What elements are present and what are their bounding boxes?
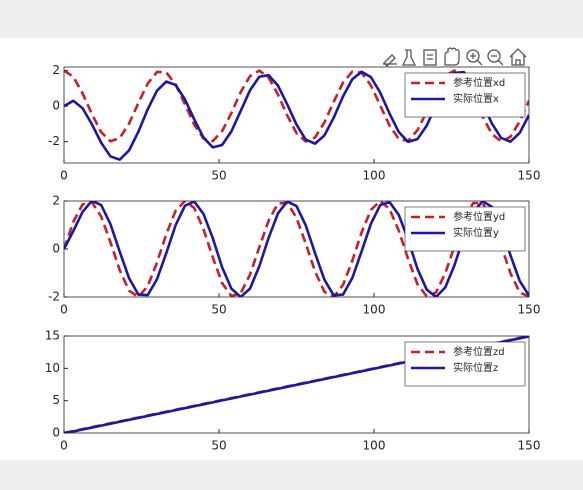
axes: 0 50 100 150 -2 0 2 参考位置xd 实际位置x: [48, 63, 540, 182]
y-tick-label: -2: [48, 134, 60, 148]
home-tool[interactable]: [509, 48, 527, 66]
legend-label: 参考位置yd: [453, 210, 505, 223]
x-tick-label: 100: [363, 169, 386, 183]
y-tick-label: 0: [52, 99, 60, 113]
x-tick-label: 150: [518, 303, 541, 317]
axes-box: [63, 66, 530, 164]
brush-tool[interactable]: [383, 54, 397, 67]
legend: 参考位置yd 实际位置y: [404, 206, 526, 252]
x-tick-label: 0: [60, 439, 68, 453]
y-tick-label: 0: [52, 242, 60, 256]
legend-tool[interactable]: [423, 49, 437, 66]
x-tick-label: 150: [518, 439, 541, 453]
top-band: [0, 0, 583, 38]
data-tip-tool[interactable]: [401, 49, 417, 66]
axes: 0 50 100 150 0 5 10 15 参考位置zd 实际位置z: [45, 329, 541, 453]
axes-box: [63, 200, 530, 298]
series-line: [64, 201, 529, 297]
bottom-band: [0, 460, 583, 490]
legend: 参考位置xd 实际位置x: [404, 72, 526, 118]
legend-label: 实际位置x: [453, 92, 499, 105]
x-tick-label: 50: [211, 439, 226, 453]
x-tick-label: 50: [211, 169, 226, 183]
y-tick-label: 2: [52, 63, 60, 77]
legend-box: [404, 72, 526, 118]
y-tick-label: -2: [48, 290, 60, 304]
legend-label: 参考位置xd: [453, 76, 505, 89]
zoom-out-tool[interactable]: [487, 49, 504, 66]
legend: 参考位置zd 实际位置z: [404, 341, 526, 387]
x-tick-label: 100: [363, 303, 386, 317]
pan-tool[interactable]: [444, 47, 460, 66]
x-tick-label: 50: [211, 303, 226, 317]
axes-box: [63, 335, 530, 434]
y-tick-label: 2: [52, 194, 60, 208]
y-tick-label: 15: [45, 329, 60, 343]
legend-box: [404, 341, 526, 387]
x-tick-label: 100: [363, 439, 386, 453]
x-tick-label: 150: [518, 169, 541, 183]
legend-label: 实际位置y: [453, 226, 499, 239]
y-tick-label: 0: [52, 426, 60, 440]
series-line: [64, 201, 529, 297]
zoom-in-tool[interactable]: [466, 49, 483, 66]
legend-box: [404, 206, 526, 252]
series-line: [64, 69, 529, 143]
axes-toolbar: [383, 47, 527, 67]
legend-label: 实际位置z: [453, 361, 498, 374]
x-tick-label: 0: [60, 169, 68, 183]
y-tick-label: 10: [45, 361, 60, 375]
x-tick-label: 0: [60, 303, 68, 317]
y-tick-label: 5: [52, 393, 60, 407]
legend-label: 参考位置zd: [453, 345, 505, 358]
